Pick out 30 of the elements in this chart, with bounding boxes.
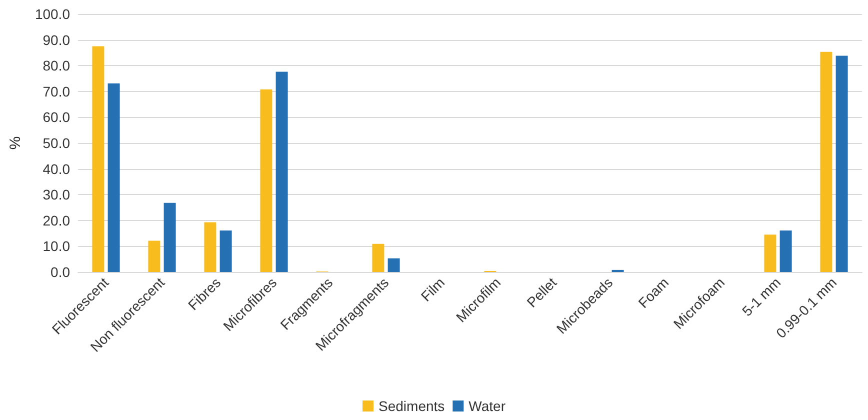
y-tick-label: 60.0 [42,109,70,126]
legend-label: Sediments [378,398,445,414]
bar [780,230,792,272]
bar [764,234,776,272]
x-tick-label: 5-1 mm [738,274,784,320]
y-axis-title: % [7,136,24,150]
bar [148,240,160,272]
y-tick-label: 20.0 [42,212,70,228]
bar [372,244,384,272]
y-tick-label: 10.0 [42,238,70,254]
y-tick-label: 80.0 [42,58,70,74]
bar [204,222,216,272]
y-tick-label: 50.0 [42,135,70,151]
y-tick-label: 30.0 [42,186,70,203]
bar [92,46,104,272]
y-tick-label: 0.0 [50,264,70,280]
bar [108,83,120,272]
x-tick-label: Film [418,274,448,304]
legend-label: Water [468,398,506,414]
bar [276,72,288,272]
bar [820,52,832,272]
bar [164,202,176,272]
y-tick-label: 70.0 [42,83,70,100]
bar [388,258,400,272]
bar [220,230,232,272]
y-tick-label: 100.0 [34,6,70,22]
y-tick-label: 90.0 [42,32,70,48]
bar [260,89,272,272]
bar [836,56,848,272]
y-tick-label: 40.0 [42,160,70,177]
